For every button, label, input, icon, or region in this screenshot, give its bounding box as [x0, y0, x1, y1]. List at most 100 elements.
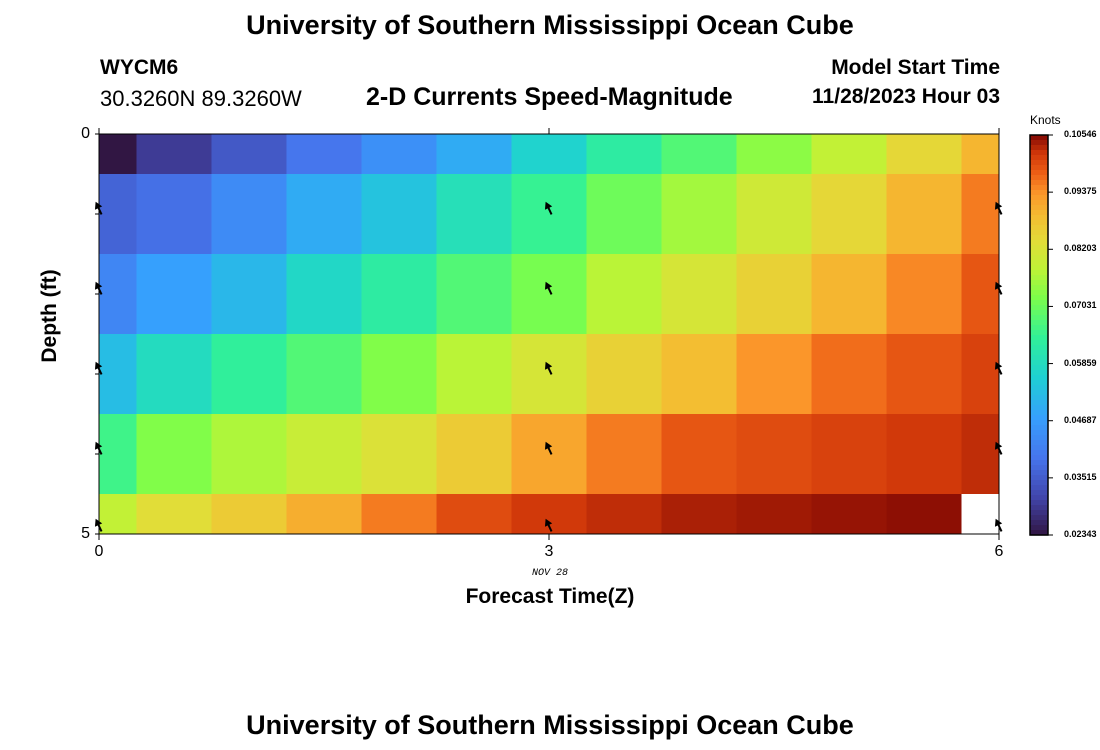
heatmap-cell — [661, 414, 737, 494]
heatmap-cell — [436, 254, 512, 334]
heatmap-cell — [811, 174, 887, 254]
current-vector-arrow — [994, 518, 1003, 532]
heatmap-cell — [661, 334, 737, 414]
colorbar-segment — [1030, 470, 1048, 476]
colorbar-segment — [1030, 280, 1048, 286]
heatmap-cell — [361, 254, 437, 334]
heatmap-cell — [99, 174, 137, 254]
colorbar-segment — [1030, 495, 1048, 501]
colorbar-segment — [1030, 450, 1048, 456]
colorbar-tick-label: 0.10546 — [1064, 129, 1097, 139]
current-vector-head — [994, 361, 1003, 370]
colorbar-segment — [1030, 210, 1048, 216]
colorbar-segment — [1030, 430, 1048, 436]
heatmap-cell — [436, 334, 512, 414]
colorbar-segment — [1030, 230, 1048, 236]
heatmap-cell — [736, 414, 812, 494]
current-vector-arrow — [994, 201, 1003, 215]
heatmap-cell — [511, 254, 587, 334]
heatmap-cell — [886, 494, 962, 534]
current-vector-head — [94, 361, 103, 370]
heatmap-cell — [361, 334, 437, 414]
heatmap-cell — [586, 414, 662, 494]
current-vector-arrow — [94, 281, 103, 295]
colorbar-segment — [1030, 170, 1048, 176]
heatmap-cell — [436, 494, 512, 534]
colorbar-segment — [1030, 260, 1048, 266]
colorbar-segment — [1030, 240, 1048, 246]
colorbar-segment — [1030, 135, 1048, 141]
current-vector-head — [544, 441, 553, 450]
colorbar-segment — [1030, 505, 1048, 511]
colorbar-segment — [1030, 295, 1048, 301]
colorbar-segment — [1030, 385, 1048, 391]
heatmap-cell — [99, 134, 137, 174]
current-vector-head — [994, 441, 1003, 450]
heatmap-cell — [736, 334, 812, 414]
colorbar-segment — [1030, 510, 1048, 516]
colorbar-segment — [1030, 325, 1048, 331]
heatmap-cell — [586, 254, 662, 334]
colorbar-segment — [1030, 250, 1048, 256]
colorbar-segment — [1030, 315, 1048, 321]
heatmap-cell — [511, 134, 587, 174]
model-start-label: Model Start Time — [831, 56, 1000, 79]
date-label: NOV 28 — [531, 568, 568, 579]
current-vector-head — [94, 281, 103, 290]
colorbar-segment — [1030, 415, 1048, 421]
heatmap-cell — [961, 414, 999, 494]
colorbar-segment — [1030, 265, 1048, 271]
heatmap-cell — [736, 494, 812, 534]
heatmap-cell — [661, 254, 737, 334]
colorbar-segment — [1030, 185, 1048, 191]
x-axis-label: Forecast Time(Z) — [465, 585, 635, 608]
colorbar-segment — [1030, 390, 1048, 396]
colorbar-segment — [1030, 515, 1048, 521]
heatmap-cell — [286, 134, 362, 174]
colorbar-segment — [1030, 380, 1048, 386]
colorbar-segment — [1030, 150, 1048, 156]
current-vector-arrow — [94, 441, 103, 455]
heatmap-cell — [211, 334, 287, 414]
colorbar-tick-label: 0.05859 — [1064, 357, 1097, 368]
colorbar-segment — [1030, 160, 1048, 166]
colorbar-segment — [1030, 445, 1048, 451]
y-axis-label: Depth (ft) — [38, 269, 61, 363]
heatmap-cell — [586, 134, 662, 174]
colorbar-segment — [1030, 460, 1048, 466]
heatmap-cell — [211, 494, 287, 534]
colorbar-segment — [1030, 425, 1048, 431]
current-vector-head — [994, 201, 1003, 210]
heatmap-cell — [511, 414, 587, 494]
colorbar-segment — [1030, 530, 1048, 536]
heatmap-cell — [811, 414, 887, 494]
heatmap-cell — [811, 334, 887, 414]
colorbar-tick-label: 0.09375 — [1064, 186, 1097, 197]
heatmap-cell — [436, 134, 512, 174]
current-vector-head — [544, 518, 553, 527]
colorbar-segment — [1030, 255, 1048, 261]
y-tick-label: 0 — [81, 125, 90, 142]
colorbar-segment — [1030, 140, 1048, 146]
colorbar-segment — [1030, 420, 1048, 426]
colorbar-tick-label: 0.04687 — [1064, 414, 1097, 425]
station-id: WYCM6 — [100, 56, 179, 79]
colorbar-segment — [1030, 215, 1048, 221]
current-vector-arrow — [544, 441, 553, 455]
colorbar-segment — [1030, 485, 1048, 491]
heatmap-cell — [661, 134, 737, 174]
heatmap-cell — [511, 334, 587, 414]
current-vector-arrow — [94, 361, 103, 375]
colorbar-unit-label: Knots — [1030, 113, 1061, 127]
heatmap-cell — [886, 134, 962, 174]
heatmap-cell — [361, 134, 437, 174]
colorbar-segment — [1030, 180, 1048, 186]
heatmap-cell — [211, 414, 287, 494]
current-vector-head — [544, 361, 553, 370]
current-vector-head — [544, 281, 553, 290]
colorbar-segment — [1030, 365, 1048, 371]
colorbar-segment — [1030, 155, 1048, 161]
heatmap-cell — [511, 174, 587, 254]
heatmap-cell — [211, 174, 287, 254]
